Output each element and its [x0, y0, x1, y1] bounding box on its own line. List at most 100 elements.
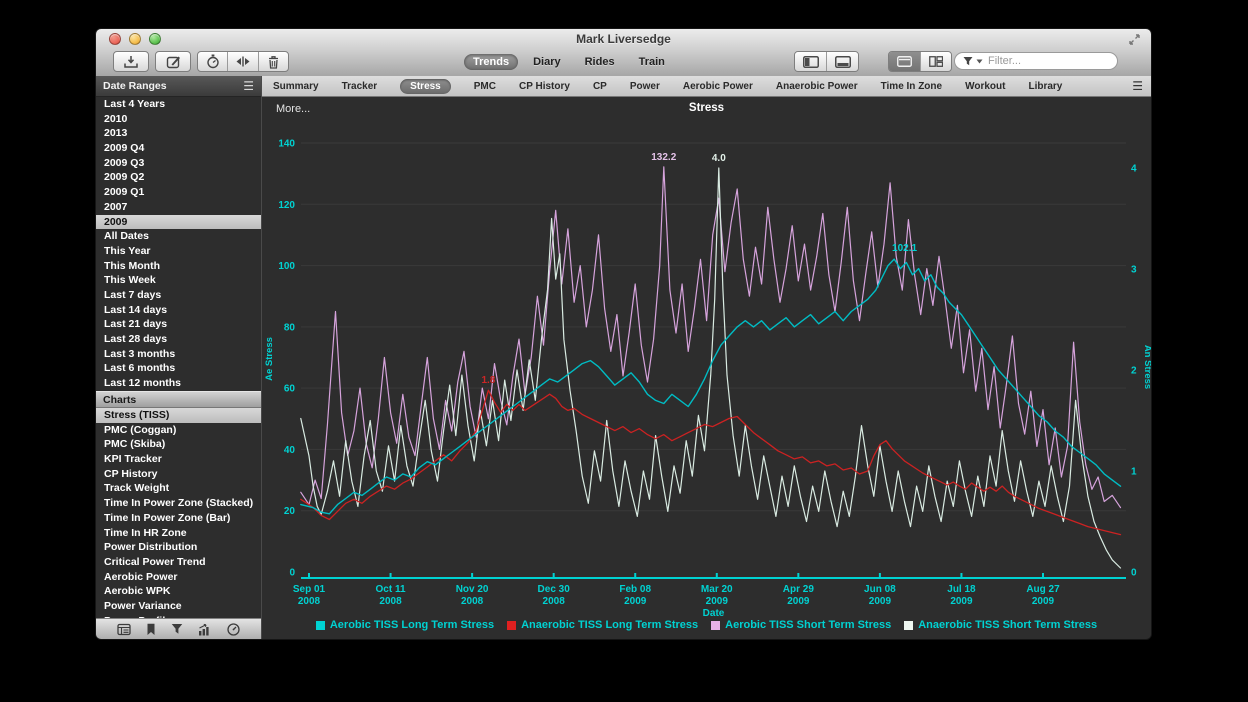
chart-item-cp-history[interactable]: CP History: [104, 467, 158, 480]
titlebar[interactable]: Mark Liversedge: [96, 29, 1151, 49]
svg-text:100: 100: [278, 261, 295, 272]
legend-label: Aerobic TISS Long Term Stress: [329, 619, 495, 631]
tab-stress[interactable]: Stress: [400, 78, 451, 94]
chart-item-stress-tiss[interactable]: Stress (TISS): [96, 408, 261, 423]
minimize-button[interactable]: [129, 33, 141, 45]
tiled-view-button[interactable]: [919, 52, 951, 71]
date-range-last-7-days[interactable]: Last 7 days: [104, 288, 162, 301]
chart-item-time-in-power-zone-stacked[interactable]: Time In Power Zone (Stacked): [104, 497, 254, 510]
date-range-2009-q1[interactable]: 2009 Q1: [104, 186, 145, 199]
svg-text:4.0: 4.0: [712, 153, 726, 164]
date-range-last-4-years[interactable]: Last 4 Years: [104, 98, 166, 110]
view-tab-trends[interactable]: Trends: [464, 54, 519, 70]
date-range-this-week[interactable]: This Week: [104, 274, 156, 287]
date-range-this-year[interactable]: This Year: [104, 244, 151, 257]
tab-power[interactable]: Power: [629, 80, 660, 92]
close-button[interactable]: [109, 33, 121, 45]
date-range-2007[interactable]: 2007: [104, 200, 128, 213]
svg-text:40: 40: [284, 445, 296, 456]
svg-text:60: 60: [284, 384, 296, 395]
chart-legend: Aerobic TISS Long Term Stress Anaerobic T…: [262, 619, 1151, 631]
date-range-2013[interactable]: 2013: [104, 127, 128, 140]
chart-title: Stress: [688, 102, 725, 114]
date-ranges-header: Date Ranges ☰: [96, 76, 261, 97]
filter-icon[interactable]: [171, 623, 183, 635]
fullscreen-icon[interactable]: [1128, 33, 1141, 46]
sidebar-toggle-button[interactable]: [795, 52, 826, 71]
date-range-this-month[interactable]: This Month: [104, 259, 160, 272]
chart-item-critical-power-trend[interactable]: Critical Power Trend: [104, 555, 206, 568]
chart-item-time-in-power-zone-bar[interactable]: Time In Power Zone (Bar): [104, 511, 231, 524]
svg-text:102.1: 102.1: [892, 243, 917, 254]
split-activity-button[interactable]: [227, 52, 257, 71]
zoom-button[interactable]: [149, 33, 161, 45]
charts-header[interactable]: Charts: [96, 391, 261, 408]
date-ranges-menu-icon[interactable]: ☰: [243, 79, 254, 93]
tab-cp-history[interactable]: CP History: [518, 80, 570, 92]
chart-item-aerobic-power[interactable]: Aerobic Power: [104, 570, 178, 583]
calendar-icon[interactable]: [117, 623, 131, 636]
view-tab-train[interactable]: Train: [638, 56, 665, 68]
date-range-all-dates[interactable]: All Dates: [104, 230, 149, 243]
gauge-icon[interactable]: [227, 622, 240, 636]
date-range-last-28-days[interactable]: Last 28 days: [104, 333, 168, 345]
delete-activity-button[interactable]: [257, 52, 288, 71]
date-range-last-12-months[interactable]: Last 12 months: [104, 377, 182, 390]
date-range-2009[interactable]: 2009: [96, 214, 261, 230]
chart-item-time-in-hr-zone[interactable]: Time In HR Zone: [104, 526, 187, 539]
filter-input[interactable]: [986, 54, 1109, 68]
legend-swatch: [507, 620, 517, 630]
date-range-2010[interactable]: 2010: [104, 112, 128, 125]
svg-text:2009: 2009: [1032, 596, 1055, 607]
svg-text:0: 0: [1131, 568, 1137, 579]
bottombar-toggle-button[interactable]: [826, 52, 858, 71]
app-window: Mark Liversedge: [95, 28, 1152, 640]
main-area: Summary Tracker Stress PMC CP History CP Power…: [262, 76, 1151, 639]
chart-icon[interactable]: [198, 623, 212, 636]
chart-item-power-variance[interactable]: Power Variance: [104, 599, 182, 612]
legend-anaerobic-tiss-long-term-stress: Anaerobic TISS Long Term Stress: [507, 619, 698, 631]
tabbar-menu-icon[interactable]: ☰: [1132, 79, 1143, 93]
tab-library[interactable]: Library: [1028, 80, 1063, 92]
tab-anaerobic-power[interactable]: Anaerobic Power: [775, 80, 858, 92]
chart-item-power-distribution[interactable]: Power Distribution: [104, 541, 198, 554]
svg-text:Sep 01: Sep 01: [293, 584, 326, 595]
date-range-2009-q2[interactable]: 2009 Q2: [104, 171, 145, 184]
tab-summary[interactable]: Summary: [273, 80, 319, 92]
legend-anaerobic-tiss-short-term-stress: Anaerobic TISS Short Term Stress: [904, 619, 1097, 631]
date-range-last-6-months[interactable]: Last 6 months: [104, 362, 176, 375]
filter-dropdown-arrow-icon[interactable]: [976, 59, 983, 64]
filter-funnel-icon[interactable]: [963, 56, 973, 66]
tab-pmc[interactable]: PMC: [473, 80, 496, 92]
chart-item-kpi-tracker[interactable]: KPI Tracker: [104, 453, 162, 466]
svg-text:2009: 2009: [706, 596, 729, 607]
date-range-last-21-days[interactable]: Last 21 days: [104, 318, 168, 331]
bookmark-icon[interactable]: [146, 623, 156, 636]
legend-swatch: [315, 620, 325, 630]
tabbed-view-button[interactable]: [889, 52, 920, 71]
chart-item-track-weight[interactable]: Track Weight: [104, 482, 170, 495]
date-range-last-3-months[interactable]: Last 3 months: [104, 347, 176, 360]
chart-item-aerobic-wpk[interactable]: Aerobic WPK: [104, 585, 171, 598]
import-activity-button[interactable]: [113, 51, 149, 72]
tab-time-in-zone[interactable]: Time In Zone: [880, 80, 943, 92]
charts-title: Charts: [103, 393, 137, 406]
tab-workout[interactable]: Workout: [965, 80, 1006, 92]
view-tab-rides[interactable]: Rides: [584, 56, 615, 68]
date-range-last-14-days[interactable]: Last 14 days: [104, 303, 168, 316]
tab-aerobic-power[interactable]: Aerobic Power: [682, 80, 753, 92]
stopwatch-button[interactable]: [198, 52, 227, 71]
date-range-2009-q4[interactable]: 2009 Q4: [104, 142, 145, 155]
compose-activity-button[interactable]: [155, 51, 191, 72]
tab-cp[interactable]: CP: [592, 80, 607, 92]
chart-item-pmc-skiba[interactable]: PMC (Skiba): [104, 438, 166, 451]
date-range-2009-q3[interactable]: 2009 Q3: [104, 156, 145, 169]
chart-item-pmc-coggan[interactable]: PMC (Coggan): [104, 423, 177, 436]
import-icon: [124, 55, 138, 68]
svg-text:2008: 2008: [298, 596, 321, 607]
tab-tracker[interactable]: Tracker: [341, 80, 378, 92]
svg-text:Apr 29: Apr 29: [783, 584, 815, 595]
view-tab-diary[interactable]: Diary: [533, 56, 561, 68]
more-link[interactable]: More...: [276, 103, 311, 115]
